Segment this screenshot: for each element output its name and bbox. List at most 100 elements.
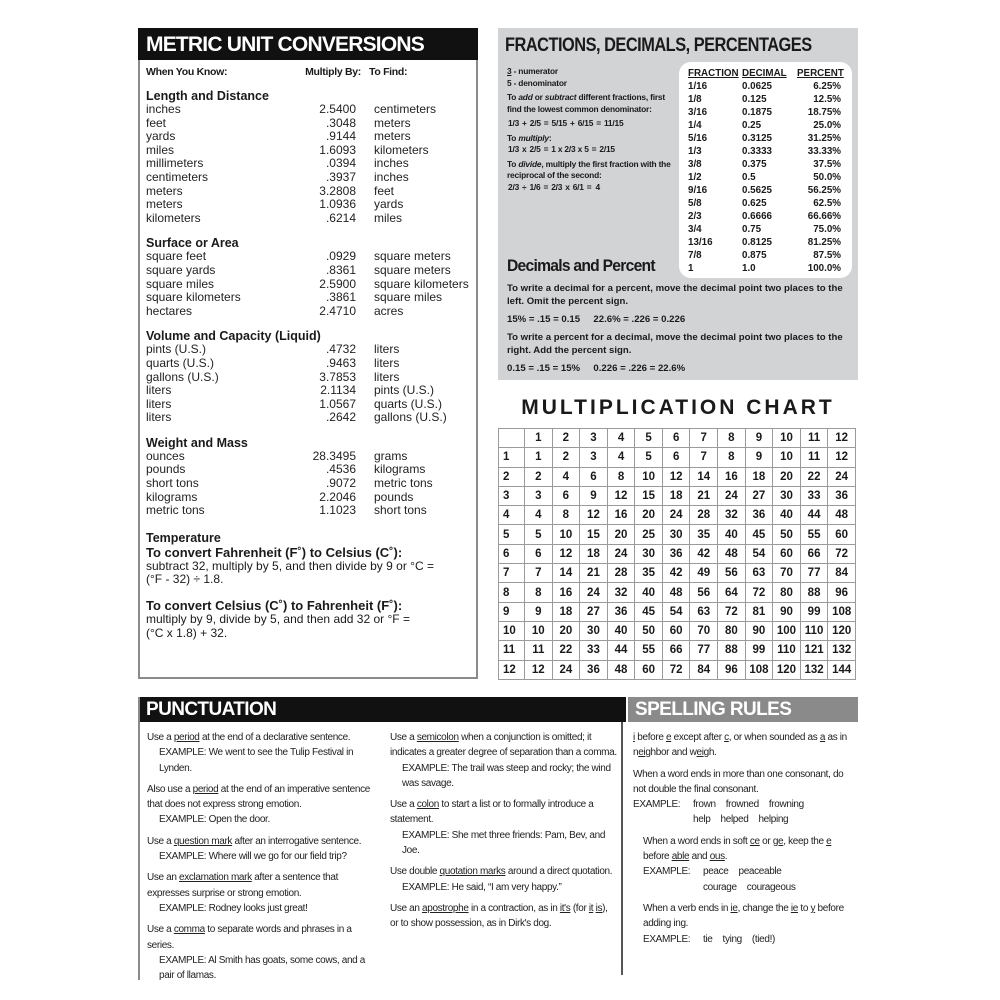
- operator: 4: [595, 181, 600, 192]
- text: before: [634, 732, 666, 743]
- underlined-term: a: [819, 732, 826, 743]
- punctuation-rule: Use double quotation marks around a dire…: [390, 864, 618, 895]
- factor: .8361: [325, 262, 356, 277]
- unit-to: square miles: [374, 290, 443, 305]
- operator: =: [586, 181, 592, 192]
- product-cell: 7: [689, 447, 719, 468]
- factor: 3.7853: [319, 369, 356, 384]
- fraction: 1/3: [688, 146, 702, 157]
- row-header: 11: [498, 640, 525, 661]
- conversion-row: yards .9144 meters: [146, 130, 476, 144]
- decimal: 0.3125: [742, 133, 772, 144]
- product-cell: 48: [661, 582, 691, 603]
- c-to-f-text: multiply by 9, divide by 5, and then add…: [146, 612, 410, 640]
- product-cell: 88: [799, 582, 829, 603]
- underlined-term: ge: [772, 835, 784, 847]
- decimals-example-2: 0.15 = .15 = 15% 0.226 = .226 = 22.6%: [507, 363, 686, 374]
- text: when a conjunction is omitted; it indica…: [390, 732, 617, 759]
- table-row: 5/8 0.625 62.5%: [688, 197, 852, 210]
- unit-to: square kilometers: [374, 276, 469, 291]
- product-cell: 14: [551, 563, 581, 584]
- product-cell: 2: [551, 447, 581, 468]
- spelling-rule: i before e except after c, or when sound…: [633, 730, 855, 761]
- product-cell: 64: [717, 582, 746, 603]
- product-cell: 6: [551, 485, 581, 507]
- product-cell: 32: [606, 582, 636, 603]
- row-header: 3: [498, 485, 525, 507]
- product-cell: 44: [606, 640, 636, 661]
- f-to-c-title: To convert Fahrenheit (F˚) to Celsius (C…: [146, 544, 403, 560]
- table-row: 5/16 0.3125 31.25%: [688, 132, 852, 145]
- product-cell: 50: [772, 524, 801, 545]
- row-header: 5: [498, 524, 525, 545]
- rule-example: EXAMPLE: Where will we go for our field …: [159, 851, 347, 863]
- example-word: helping: [758, 814, 789, 826]
- product-cell: 28: [606, 563, 636, 584]
- example-row: EXAMPLE: peace peaceable: [643, 864, 855, 879]
- percent: 25.0%: [813, 120, 841, 131]
- product-cell: 4: [606, 447, 636, 468]
- product-cell: 96: [827, 582, 856, 603]
- column-header: 9: [744, 427, 774, 449]
- text: .: [724, 851, 728, 863]
- f-to-c-text: subtract 32, multiply by 5, and then div…: [146, 558, 434, 587]
- underlined-term: ei: [696, 747, 704, 759]
- product-cell: 21: [579, 563, 608, 584]
- punctuation-column-2: Use a semicolon when a conjunction is om…: [390, 730, 618, 938]
- product-cell: 72: [661, 659, 691, 680]
- column-header: 12: [827, 427, 856, 449]
- unit-to: meters: [374, 115, 411, 130]
- column-header: 5: [634, 427, 663, 449]
- text: to separate words and phrases in a serie…: [147, 924, 352, 951]
- unit-from: liters: [146, 410, 172, 425]
- unit-from: liters: [146, 383, 172, 398]
- text: Use an: [147, 872, 180, 884]
- example-row: EXAMPLE: tie tying (tied!): [643, 932, 855, 947]
- product-cell: 40: [717, 524, 746, 545]
- product-cell: 33: [799, 485, 829, 507]
- factor: .3937: [325, 169, 356, 184]
- product-cell: 84: [827, 563, 856, 584]
- text: , change the: [737, 902, 791, 914]
- product-cell: 27: [744, 485, 774, 507]
- underlined-term: e: [826, 835, 832, 847]
- underlined-term: ie: [730, 902, 738, 914]
- product-cell: 144: [827, 659, 856, 680]
- row-header: 10: [498, 620, 525, 642]
- percent: 6.25%: [813, 81, 841, 92]
- fraction: 2/15: [599, 144, 615, 154]
- product-cell: 2: [524, 466, 553, 487]
- product-cell: 15: [579, 524, 608, 545]
- example-word: (tied!): [751, 933, 776, 945]
- product-cell: 4: [524, 505, 553, 526]
- numerator-label: - numerator: [511, 66, 559, 76]
- rule-text: Use an apostrophe in a contraction, as i…: [390, 901, 618, 932]
- text-part: different fractions, first find the lowe…: [507, 92, 665, 114]
- percent: 18.75%: [807, 107, 841, 118]
- text-part: To: [507, 92, 519, 102]
- conversion-row: kilograms 2.2046 pounds: [146, 490, 476, 505]
- text: or: [759, 835, 773, 847]
- product-cell: 12: [551, 543, 581, 565]
- text: ghbor and w: [645, 747, 697, 759]
- product-cell: 48: [717, 543, 746, 565]
- factor: .9144: [325, 129, 356, 144]
- metric-section: Volume and Capacity (Liquid) pints (U.S.)…: [146, 329, 476, 425]
- product-cell: 99: [799, 601, 829, 622]
- product-cell: 42: [661, 563, 691, 584]
- product-cell: 6: [579, 466, 608, 487]
- underlined-term: ous: [709, 851, 725, 863]
- factor: .0929: [325, 249, 356, 264]
- unit-from: feet: [146, 115, 167, 130]
- decimal: 1.0: [742, 263, 756, 274]
- product-cell: 16: [717, 466, 746, 487]
- operator: =: [543, 144, 549, 154]
- unit-to: short tons: [374, 503, 427, 518]
- table-row: 7 7 14 21 28 35 42 49 56 63 70 77 84: [498, 563, 856, 584]
- unit-to: meters: [374, 129, 411, 144]
- text: before adding ing.: [643, 902, 844, 930]
- factor: 3.2808: [319, 183, 356, 198]
- text: Use a: [390, 799, 417, 811]
- section-heading: Surface or Area: [146, 236, 239, 251]
- product-cell: 10: [524, 620, 553, 642]
